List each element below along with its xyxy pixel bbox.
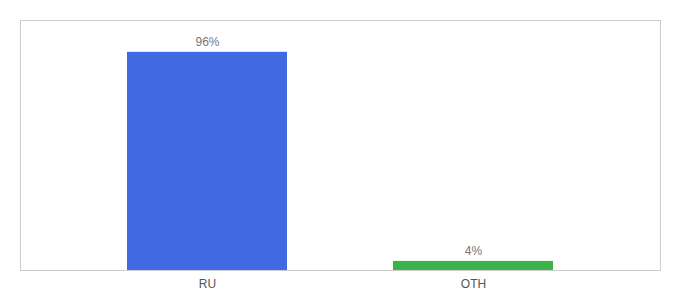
svg-text:96%: 96% <box>195 35 219 49</box>
svg-text:RU: RU <box>199 277 216 291</box>
svg-text:4%: 4% <box>465 244 483 258</box>
svg-text:OTH: OTH <box>461 277 486 291</box>
